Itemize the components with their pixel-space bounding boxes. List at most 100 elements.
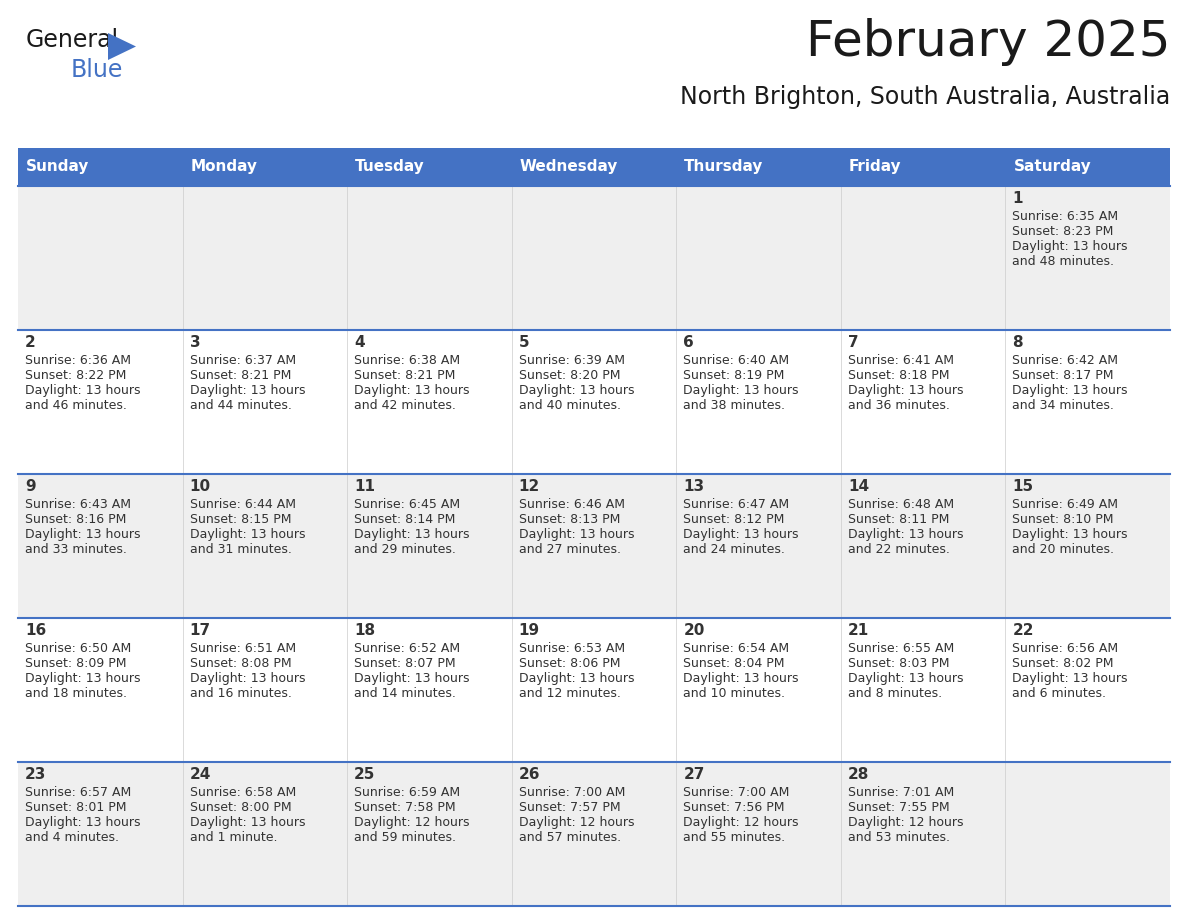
Text: Sunset: 8:02 PM: Sunset: 8:02 PM (1012, 657, 1114, 670)
Text: Sunrise: 6:57 AM: Sunrise: 6:57 AM (25, 786, 131, 799)
Text: Sunrise: 6:53 AM: Sunrise: 6:53 AM (519, 642, 625, 655)
Text: 8: 8 (1012, 335, 1023, 350)
Text: February 2025: February 2025 (805, 18, 1170, 66)
Text: Sunset: 8:08 PM: Sunset: 8:08 PM (190, 657, 291, 670)
Text: and 14 minutes.: and 14 minutes. (354, 687, 456, 700)
Text: and 20 minutes.: and 20 minutes. (1012, 543, 1114, 556)
Text: and 42 minutes.: and 42 minutes. (354, 399, 456, 412)
Text: Sunrise: 6:59 AM: Sunrise: 6:59 AM (354, 786, 460, 799)
Text: Sunrise: 6:37 AM: Sunrise: 6:37 AM (190, 354, 296, 367)
Text: 15: 15 (1012, 479, 1034, 494)
Text: Sunset: 8:10 PM: Sunset: 8:10 PM (1012, 513, 1114, 526)
Text: Friday: Friday (849, 160, 902, 174)
Text: 22: 22 (1012, 623, 1034, 638)
Text: Sunrise: 6:42 AM: Sunrise: 6:42 AM (1012, 354, 1118, 367)
Text: Sunrise: 6:35 AM: Sunrise: 6:35 AM (1012, 210, 1119, 223)
Text: 21: 21 (848, 623, 870, 638)
Text: Daylight: 13 hours: Daylight: 13 hours (25, 384, 140, 397)
Text: Daylight: 13 hours: Daylight: 13 hours (848, 384, 963, 397)
Text: and 8 minutes.: and 8 minutes. (848, 687, 942, 700)
Text: Daylight: 13 hours: Daylight: 13 hours (683, 672, 798, 685)
Text: and 59 minutes.: and 59 minutes. (354, 831, 456, 844)
Text: 26: 26 (519, 767, 541, 782)
Text: Sunset: 8:01 PM: Sunset: 8:01 PM (25, 801, 126, 814)
Text: 16: 16 (25, 623, 46, 638)
Text: Sunset: 8:17 PM: Sunset: 8:17 PM (1012, 369, 1114, 382)
Text: Daylight: 13 hours: Daylight: 13 hours (190, 672, 305, 685)
Text: 23: 23 (25, 767, 46, 782)
Text: Sunrise: 6:47 AM: Sunrise: 6:47 AM (683, 498, 789, 511)
Text: Sunrise: 6:49 AM: Sunrise: 6:49 AM (1012, 498, 1118, 511)
Text: Sunrise: 6:51 AM: Sunrise: 6:51 AM (190, 642, 296, 655)
Text: Sunset: 8:03 PM: Sunset: 8:03 PM (848, 657, 949, 670)
Text: Sunrise: 6:46 AM: Sunrise: 6:46 AM (519, 498, 625, 511)
Text: and 38 minutes.: and 38 minutes. (683, 399, 785, 412)
Text: and 48 minutes.: and 48 minutes. (1012, 255, 1114, 268)
Text: Sunrise: 6:44 AM: Sunrise: 6:44 AM (190, 498, 296, 511)
Text: Sunset: 8:21 PM: Sunset: 8:21 PM (190, 369, 291, 382)
Text: Sunrise: 6:50 AM: Sunrise: 6:50 AM (25, 642, 131, 655)
Text: Sunday: Sunday (26, 160, 89, 174)
Text: 17: 17 (190, 623, 210, 638)
Text: Wednesday: Wednesday (519, 160, 618, 174)
Text: General: General (26, 28, 119, 52)
Text: Daylight: 13 hours: Daylight: 13 hours (683, 384, 798, 397)
Text: 9: 9 (25, 479, 36, 494)
Text: and 24 minutes.: and 24 minutes. (683, 543, 785, 556)
Bar (18, 618, 1170, 762)
Text: Tuesday: Tuesday (355, 160, 425, 174)
Text: Sunrise: 6:48 AM: Sunrise: 6:48 AM (848, 498, 954, 511)
Text: and 36 minutes.: and 36 minutes. (848, 399, 949, 412)
Text: Sunset: 8:13 PM: Sunset: 8:13 PM (519, 513, 620, 526)
Text: Sunset: 7:57 PM: Sunset: 7:57 PM (519, 801, 620, 814)
Text: Daylight: 13 hours: Daylight: 13 hours (1012, 384, 1127, 397)
Text: Sunset: 8:16 PM: Sunset: 8:16 PM (25, 513, 126, 526)
Text: Daylight: 13 hours: Daylight: 13 hours (354, 528, 469, 541)
Text: Sunset: 8:15 PM: Sunset: 8:15 PM (190, 513, 291, 526)
Bar (18, 762, 1170, 906)
Text: 27: 27 (683, 767, 704, 782)
Text: Sunrise: 7:01 AM: Sunrise: 7:01 AM (848, 786, 954, 799)
Text: Sunset: 7:58 PM: Sunset: 7:58 PM (354, 801, 456, 814)
Text: and 40 minutes.: and 40 minutes. (519, 399, 620, 412)
Text: Sunset: 8:19 PM: Sunset: 8:19 PM (683, 369, 784, 382)
Text: Sunrise: 6:38 AM: Sunrise: 6:38 AM (354, 354, 460, 367)
Polygon shape (108, 33, 135, 60)
Bar (18, 186, 1170, 330)
Text: Sunset: 7:56 PM: Sunset: 7:56 PM (683, 801, 785, 814)
Text: Daylight: 12 hours: Daylight: 12 hours (519, 816, 634, 829)
Text: Sunrise: 6:55 AM: Sunrise: 6:55 AM (848, 642, 954, 655)
Text: Sunrise: 6:36 AM: Sunrise: 6:36 AM (25, 354, 131, 367)
Text: and 53 minutes.: and 53 minutes. (848, 831, 950, 844)
Text: and 10 minutes.: and 10 minutes. (683, 687, 785, 700)
Text: Sunset: 8:04 PM: Sunset: 8:04 PM (683, 657, 785, 670)
Text: Daylight: 13 hours: Daylight: 13 hours (683, 528, 798, 541)
Text: Sunrise: 6:45 AM: Sunrise: 6:45 AM (354, 498, 460, 511)
Text: 10: 10 (190, 479, 210, 494)
Text: Daylight: 13 hours: Daylight: 13 hours (25, 672, 140, 685)
Text: 25: 25 (354, 767, 375, 782)
Text: Daylight: 13 hours: Daylight: 13 hours (519, 528, 634, 541)
Text: Daylight: 13 hours: Daylight: 13 hours (848, 672, 963, 685)
Text: Daylight: 12 hours: Daylight: 12 hours (683, 816, 798, 829)
Bar (18, 474, 1170, 618)
Text: Daylight: 13 hours: Daylight: 13 hours (25, 816, 140, 829)
Text: Sunrise: 6:56 AM: Sunrise: 6:56 AM (1012, 642, 1119, 655)
Text: 11: 11 (354, 479, 375, 494)
Text: Sunrise: 6:58 AM: Sunrise: 6:58 AM (190, 786, 296, 799)
Text: 12: 12 (519, 479, 541, 494)
Text: Sunset: 8:06 PM: Sunset: 8:06 PM (519, 657, 620, 670)
Text: Sunset: 8:09 PM: Sunset: 8:09 PM (25, 657, 126, 670)
Text: Sunrise: 6:43 AM: Sunrise: 6:43 AM (25, 498, 131, 511)
Text: and 18 minutes.: and 18 minutes. (25, 687, 127, 700)
Text: Sunset: 8:11 PM: Sunset: 8:11 PM (848, 513, 949, 526)
Bar (18, 330, 1170, 474)
Text: Daylight: 12 hours: Daylight: 12 hours (848, 816, 963, 829)
Text: Daylight: 13 hours: Daylight: 13 hours (519, 672, 634, 685)
Text: and 6 minutes.: and 6 minutes. (1012, 687, 1106, 700)
Text: Sunrise: 6:40 AM: Sunrise: 6:40 AM (683, 354, 789, 367)
Text: Blue: Blue (71, 58, 124, 82)
Text: and 16 minutes.: and 16 minutes. (190, 687, 291, 700)
Text: Daylight: 13 hours: Daylight: 13 hours (25, 528, 140, 541)
Text: Daylight: 13 hours: Daylight: 13 hours (190, 384, 305, 397)
